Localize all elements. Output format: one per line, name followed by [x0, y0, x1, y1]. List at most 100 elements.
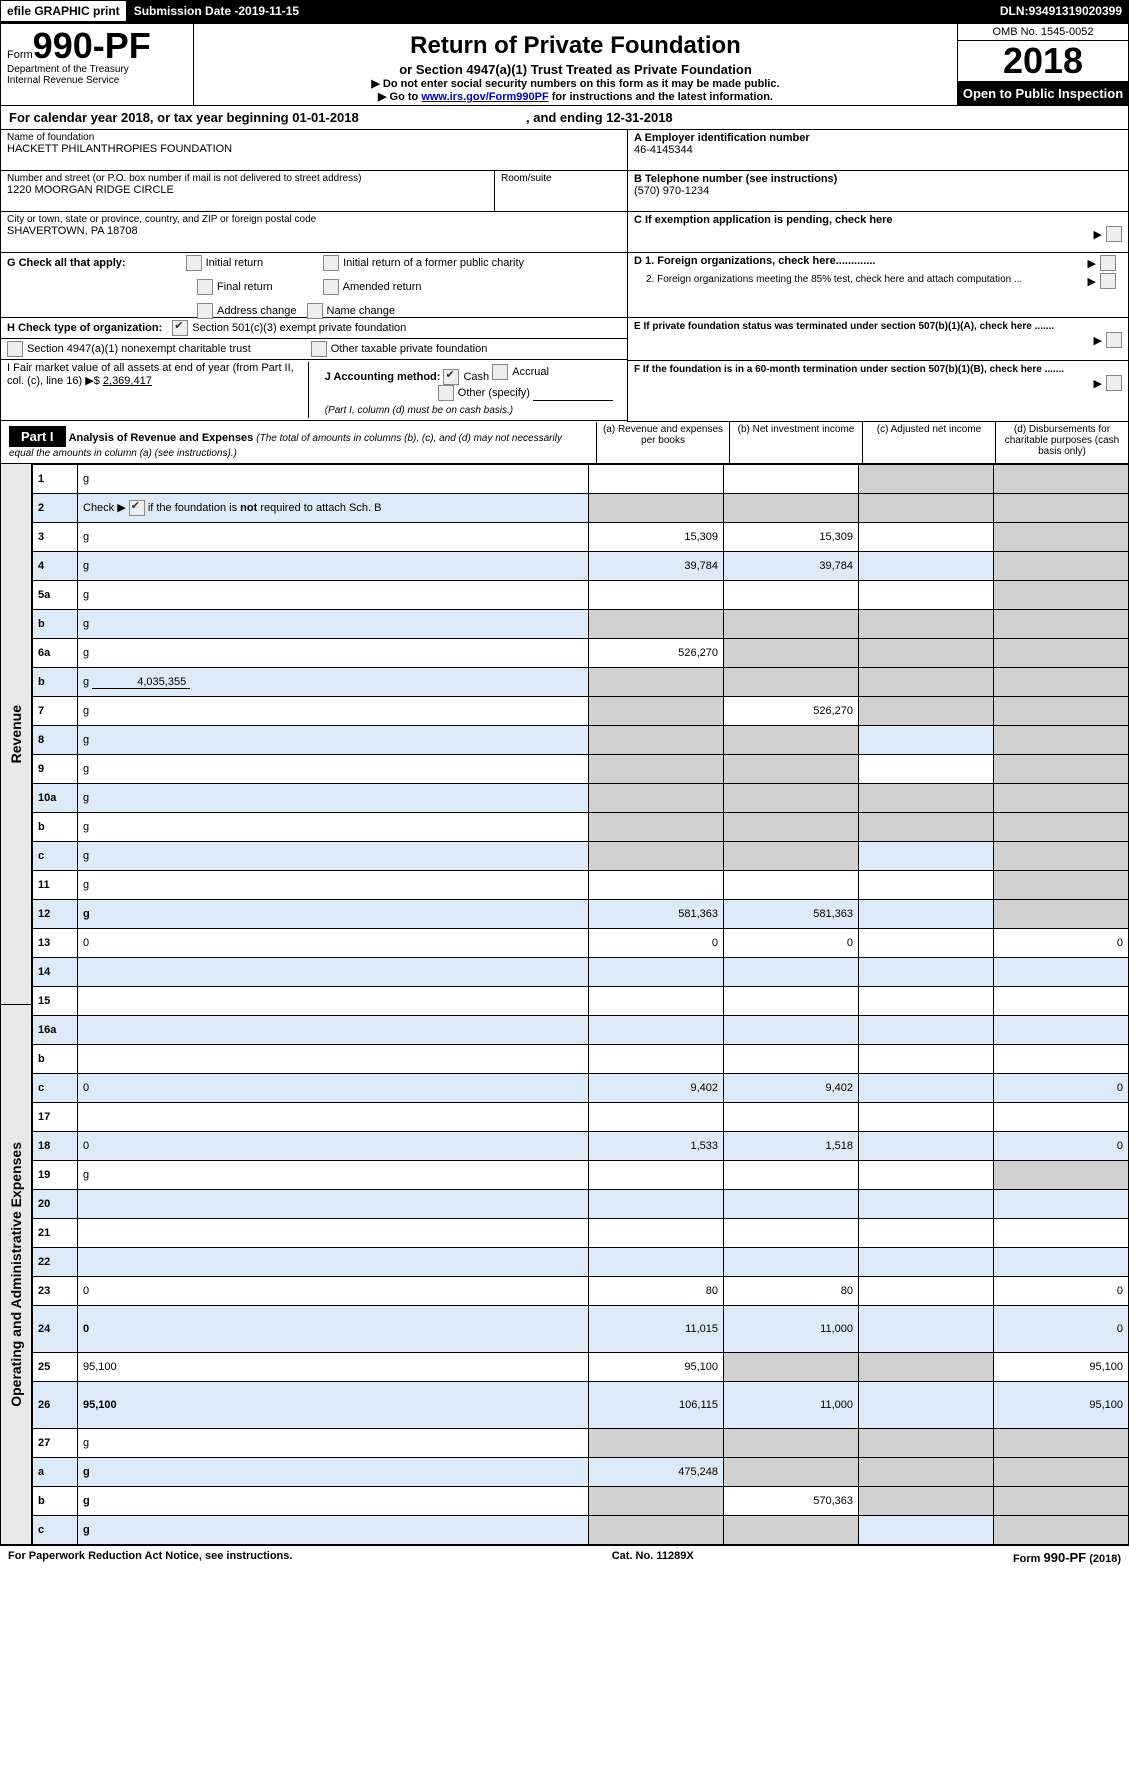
cell-a: [589, 581, 724, 610]
row-desc: g: [78, 1161, 589, 1190]
cell-c: [859, 1277, 994, 1306]
top-bar: efile GRAPHIC print Submission Date - 20…: [0, 0, 1129, 23]
cell-b: 15,309: [724, 523, 859, 552]
cell-c: [859, 1190, 994, 1219]
cell-b: [724, 1248, 859, 1277]
cell-a: [589, 813, 724, 842]
city-label: City or town, state or province, country…: [7, 214, 621, 225]
row-number: 22: [33, 1248, 78, 1277]
table-row: 2Check ▶ if the foundation is not requir…: [33, 494, 1129, 523]
form-subtitle: or Section 4947(a)(1) Trust Treated as P…: [204, 62, 947, 77]
cell-c: [859, 1306, 994, 1353]
row-desc: [78, 1103, 589, 1132]
cell-c: [859, 494, 994, 523]
row-number: b: [33, 1487, 78, 1516]
cell-a: 1,533: [589, 1132, 724, 1161]
cell-a: 106,115: [589, 1382, 724, 1429]
table-row: 6ag526,270: [33, 639, 1129, 668]
goto-link[interactable]: www.irs.gov/Form990PF: [421, 91, 548, 103]
cell-b: [724, 1458, 859, 1487]
cell-d: [994, 842, 1129, 871]
submission-cell: Submission Date - 2019-11-15: [127, 0, 306, 22]
row-number: 4: [33, 552, 78, 581]
addr-label: Number and street (or P.O. box number if…: [7, 173, 488, 184]
city-cell: City or town, state or province, country…: [1, 212, 627, 253]
name-cell: Name of foundation HACKETT PHILANTHROPIE…: [1, 130, 627, 171]
row-desc: [78, 1219, 589, 1248]
cb-initial-former[interactable]: Initial return of a former public charit…: [323, 255, 524, 271]
row-desc: g: [78, 755, 589, 784]
cb-c[interactable]: [1106, 226, 1122, 242]
row-number: 11: [33, 871, 78, 900]
row-desc: g: [78, 842, 589, 871]
cell-c: [859, 581, 994, 610]
cb-f[interactable]: [1106, 375, 1122, 391]
row-desc: 0: [78, 1074, 589, 1103]
row-desc: [78, 987, 589, 1016]
cell-a: [589, 755, 724, 784]
cb-501c3[interactable]: Section 501(c)(3) exempt private foundat…: [172, 320, 406, 336]
form-title: Return of Private Foundation: [204, 32, 947, 60]
cell-c: [859, 465, 994, 494]
omb-number: OMB No. 1545-0052: [958, 24, 1128, 41]
cb-name-change[interactable]: Name change: [307, 303, 396, 319]
cb-final-return[interactable]: Final return: [197, 279, 273, 295]
side-expenses: Operating and Administrative Expenses: [0, 1005, 32, 1546]
cell-a: [589, 1190, 724, 1219]
row-desc: g: [78, 1516, 589, 1545]
room-label: Room/suite: [501, 173, 552, 184]
cell-d: [994, 1045, 1129, 1074]
cb-e[interactable]: [1106, 332, 1122, 348]
cell-c: [859, 1248, 994, 1277]
c-label: C If exemption application is pending, c…: [634, 214, 893, 226]
cell-c: [859, 1516, 994, 1545]
cell-a: [589, 465, 724, 494]
cb-4947[interactable]: Section 4947(a)(1) nonexempt charitable …: [7, 341, 251, 357]
cell-d: [994, 1103, 1129, 1132]
part1-title: Analysis of Revenue and Expenses: [69, 432, 257, 444]
cell-b: 9,402: [724, 1074, 859, 1103]
cell-a: 475,248: [589, 1458, 724, 1487]
row-desc: g: [78, 639, 589, 668]
cell-a: [589, 726, 724, 755]
col-b-header: (b) Net investment income: [729, 422, 862, 463]
row-desc: g: [78, 784, 589, 813]
cb-address-change[interactable]: Address change: [197, 303, 297, 319]
cell-d: 95,100: [994, 1353, 1129, 1382]
cb-amended[interactable]: Amended return: [323, 279, 422, 295]
submission-date: 2019-11-15: [238, 4, 299, 18]
cb-initial-return[interactable]: Initial return: [186, 255, 263, 271]
cell-a: [589, 1161, 724, 1190]
row-number: 8: [33, 726, 78, 755]
cell-d: 0: [994, 1306, 1129, 1353]
cb-cash[interactable]: Cash: [443, 369, 489, 385]
side-labels: Revenue Operating and Administrative Exp…: [0, 464, 32, 1545]
row-number: 20: [33, 1190, 78, 1219]
cell-b: [724, 581, 859, 610]
calendar-year-row: For calendar year 2018, or tax year begi…: [0, 106, 1129, 130]
meta-right: A Employer identification number 46-4145…: [627, 130, 1128, 422]
cell-c: [859, 813, 994, 842]
cb-other-taxable[interactable]: Other taxable private foundation: [311, 341, 488, 357]
cell-b: [724, 1190, 859, 1219]
table-row: 20: [33, 1190, 1129, 1219]
cell-c: [859, 1161, 994, 1190]
calyear-t2: , and ending: [526, 110, 606, 125]
row-number: 17: [33, 1103, 78, 1132]
cell-c: [859, 726, 994, 755]
row-number: c: [33, 1074, 78, 1103]
cb-accrual[interactable]: Accrual: [492, 364, 549, 380]
row-number: 15: [33, 987, 78, 1016]
row-desc: g: [78, 465, 589, 494]
row-desc: 0: [78, 1277, 589, 1306]
goto-tail: for instructions and the latest informat…: [549, 91, 773, 103]
cell-c: [859, 1074, 994, 1103]
row-number: 23: [33, 1277, 78, 1306]
cb-other-method[interactable]: Other (specify): [438, 385, 530, 401]
e-label: E If private foundation status was termi…: [634, 321, 1054, 332]
cb-d2[interactable]: [1100, 273, 1116, 289]
row-desc: g: [78, 552, 589, 581]
cell-c: [859, 1429, 994, 1458]
cell-c: [859, 1219, 994, 1248]
cb-d1[interactable]: [1100, 255, 1116, 271]
